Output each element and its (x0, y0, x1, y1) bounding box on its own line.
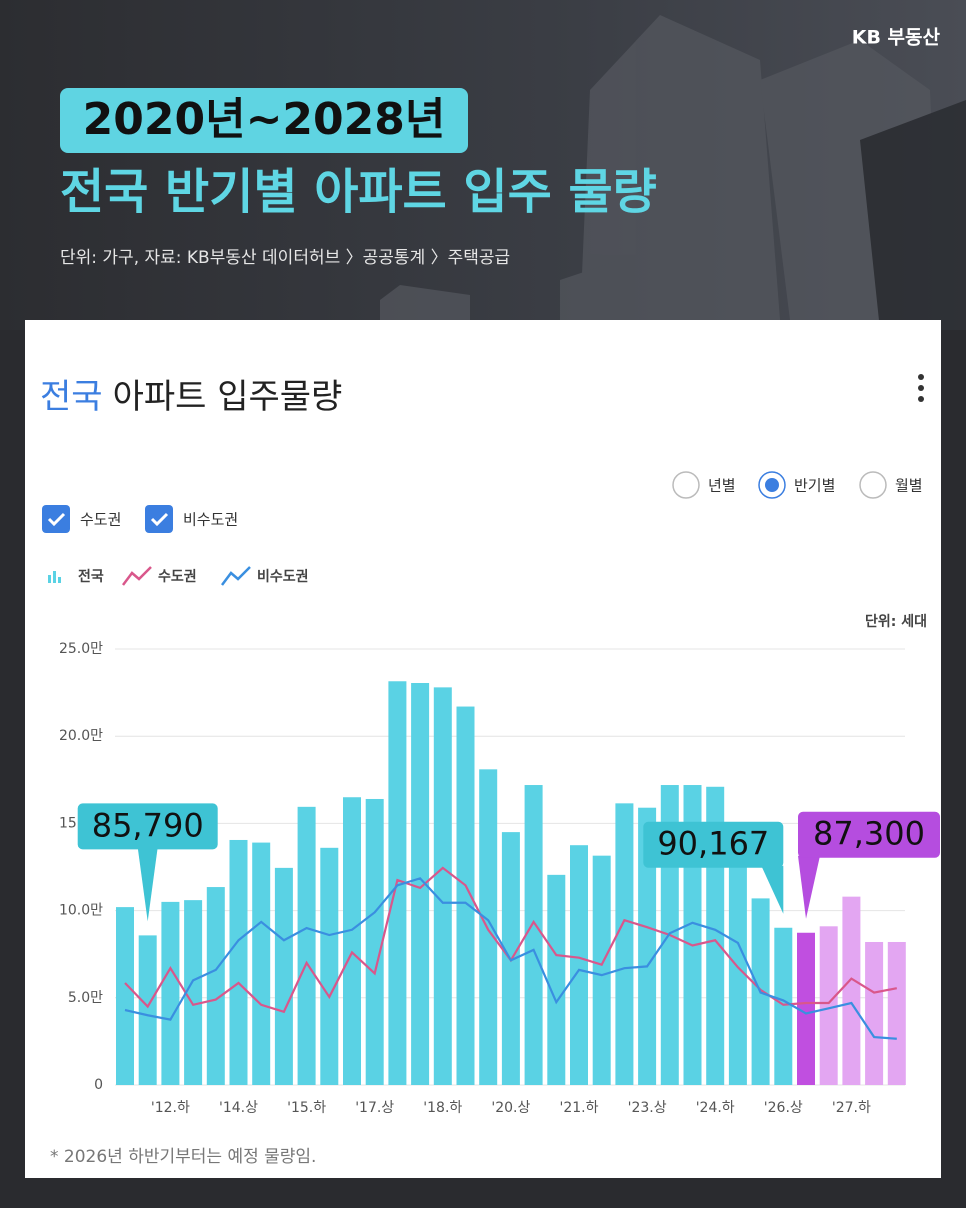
x-tick-label: '23.상 (628, 1100, 667, 1116)
footnote: * 2026년 하반기부터는 예정 물량임. (50, 1147, 316, 1167)
bar (819, 926, 838, 1085)
value-label: 85,790 (92, 806, 204, 844)
radio-label: 반기별 (794, 477, 835, 495)
headline: 전국 반기별 아파트 입주 물량 (60, 164, 657, 220)
bar (297, 806, 316, 1085)
bar (797, 932, 815, 1085)
bar (638, 807, 657, 1085)
bar (138, 935, 157, 1085)
bar (592, 855, 611, 1085)
bar (274, 867, 293, 1085)
x-tick-label: '12.하 (151, 1100, 190, 1116)
callout-tail (137, 847, 158, 922)
period: 2020년~2028년 (83, 94, 446, 145)
bar (524, 785, 543, 1085)
checkbox-label: 수도권 (80, 511, 121, 529)
checkbox-label: 비수도권 (183, 511, 238, 529)
radio-circle[interactable] (859, 471, 887, 499)
bar (252, 842, 271, 1085)
legend-label: 비수도권 (257, 569, 309, 585)
radio-dot (765, 478, 779, 492)
bar (229, 839, 248, 1085)
y-tick-label: 5.0만 (68, 990, 103, 1006)
source: 단위: 가구, 자료: KB부동산 데이터허브 〉공공통계 〉주택공급 (60, 248, 510, 268)
period-pill (60, 88, 468, 153)
unit: 단위: 세대 (865, 613, 927, 630)
bar (456, 706, 475, 1085)
x-tick-label: '24.하 (696, 1100, 735, 1116)
bar (887, 941, 906, 1085)
y-tick-label: 25.0만 (59, 641, 103, 657)
checkmark (150, 512, 169, 527)
bar (615, 803, 634, 1085)
bar (570, 845, 588, 1085)
bar (728, 828, 747, 1085)
bar (774, 927, 793, 1085)
x-tick-label: '20.상 (491, 1100, 530, 1116)
legend-icon (53, 571, 56, 583)
bar (547, 874, 566, 1085)
value-label: 90,167 (657, 825, 769, 863)
menu-button[interactable] (918, 374, 924, 402)
y-tick-label: 20.0만 (59, 728, 103, 744)
callout-box (798, 811, 940, 858)
x-tick-label: '27.하 (832, 1100, 871, 1116)
bar (206, 887, 225, 1085)
buildings (380, 15, 966, 330)
legend-icon (48, 575, 51, 583)
x-tick-label: '26.상 (764, 1100, 803, 1116)
radio-label: 년별 (708, 477, 736, 495)
checkbox[interactable]: 수도권 (42, 505, 121, 533)
legend-label: 수도권 (158, 569, 197, 585)
bar (184, 900, 203, 1085)
checkmark (47, 512, 66, 527)
x-tick-label: '17.상 (355, 1100, 394, 1116)
x-tick-label: '14.상 (219, 1100, 258, 1116)
bar (343, 797, 361, 1085)
radio-option[interactable]: 반기별 (758, 471, 835, 499)
x-tick-label: '21.하 (560, 1100, 599, 1116)
radio-label: 월별 (895, 477, 923, 495)
checkbox[interactable]: 비수도권 (145, 505, 238, 533)
bar (161, 901, 180, 1085)
radio-circle[interactable] (672, 471, 700, 499)
callout-tail (761, 865, 784, 914)
bar (842, 896, 861, 1085)
bar (479, 769, 498, 1085)
callout-box (643, 821, 784, 868)
y-tick-label: 0 (94, 1077, 103, 1093)
x-tick-label: '15.하 (287, 1100, 326, 1116)
x-tick-label: '18.하 (423, 1100, 462, 1116)
bar (320, 847, 339, 1085)
callout-box (77, 803, 218, 850)
bar (411, 683, 430, 1085)
callout-tail (798, 855, 820, 919)
legend-label: 전국 (78, 568, 104, 585)
card-title: 전국 아파트 입주물량 (40, 377, 342, 417)
checkbox-box[interactable] (42, 505, 70, 533)
line (124, 877, 897, 1040)
radio-option[interactable]: 월별 (859, 471, 923, 499)
radio-option[interactable]: 년별 (672, 471, 736, 499)
legend-icon (58, 577, 61, 583)
card-title-highlight: 전국 (40, 377, 103, 417)
legend-icon (122, 566, 152, 586)
bar (365, 798, 384, 1085)
bar (433, 687, 452, 1085)
y-tick-label: 10.0만 (59, 903, 103, 919)
checkbox-box[interactable] (145, 505, 173, 533)
legend-icon (221, 566, 251, 586)
bar (116, 907, 134, 1085)
value-label: 87,300 (813, 815, 925, 853)
card-title-text: 아파트 입주물량 (113, 377, 343, 417)
bar (865, 941, 884, 1085)
brand: KB 부동산 (852, 27, 941, 49)
